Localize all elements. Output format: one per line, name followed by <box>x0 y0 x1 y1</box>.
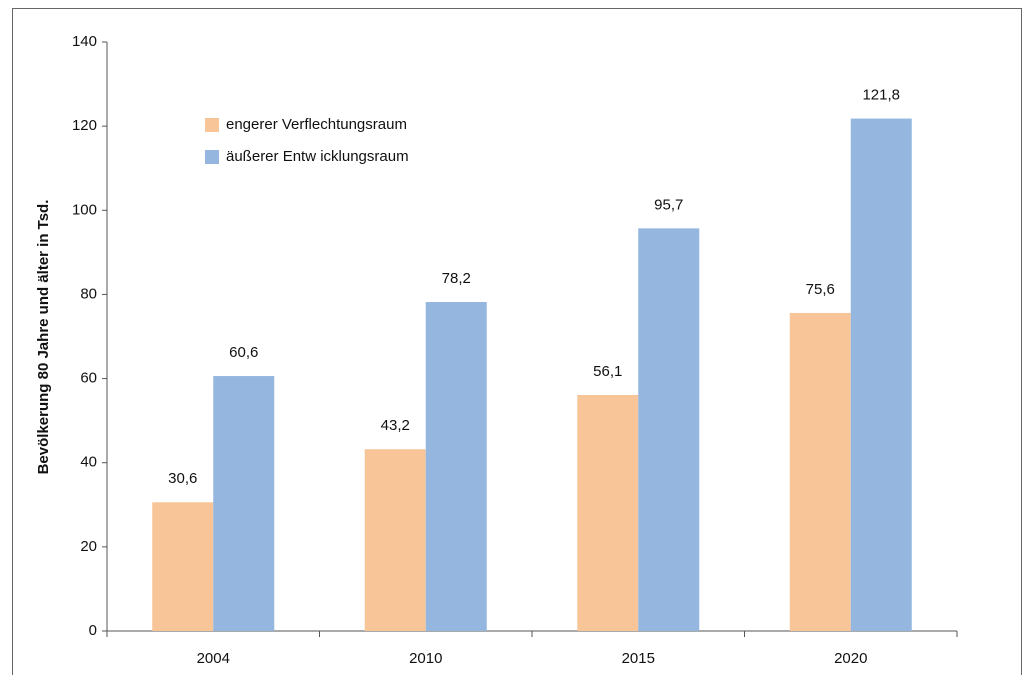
value-label: 78,2 <box>442 270 471 287</box>
y-tick-label: 80 <box>80 285 97 302</box>
x-tick-label: 2015 <box>622 650 655 667</box>
value-label: 60,6 <box>229 344 258 361</box>
x-tick-label: 2004 <box>197 650 230 667</box>
y-tick-label: 140 <box>72 33 97 50</box>
bar <box>364 449 426 631</box>
value-label: 30,6 <box>168 470 197 487</box>
value-label: 43,2 <box>381 417 410 434</box>
y-tick-label: 0 <box>89 622 97 639</box>
y-tick-label: 20 <box>80 538 97 555</box>
y-axis-label: Bevölkerung 80 Jahre und älter in Tsd. <box>35 200 52 475</box>
bar <box>152 502 214 631</box>
bar <box>638 228 700 631</box>
legend-swatch <box>205 118 219 132</box>
legend-swatch <box>205 150 219 164</box>
y-tick-label: 40 <box>80 454 97 471</box>
x-tick-label: 2010 <box>409 650 442 667</box>
bar <box>213 376 275 631</box>
bar <box>577 394 639 631</box>
y-tick-label: 60 <box>80 370 97 387</box>
legend-label: engerer Verflechtungsraum <box>226 116 407 133</box>
value-label: 75,6 <box>806 281 835 298</box>
bar <box>850 118 912 631</box>
y-tick-label: 100 <box>72 201 97 218</box>
value-label: 95,7 <box>654 196 683 213</box>
value-label: 56,1 <box>593 363 622 380</box>
value-label: 121,8 <box>862 87 900 104</box>
bar <box>789 312 851 631</box>
legend-label: äußerer Entw icklungsraum <box>226 148 409 165</box>
x-tick-label: 2020 <box>834 650 867 667</box>
y-tick-label: 120 <box>72 117 97 134</box>
bar <box>425 302 487 631</box>
